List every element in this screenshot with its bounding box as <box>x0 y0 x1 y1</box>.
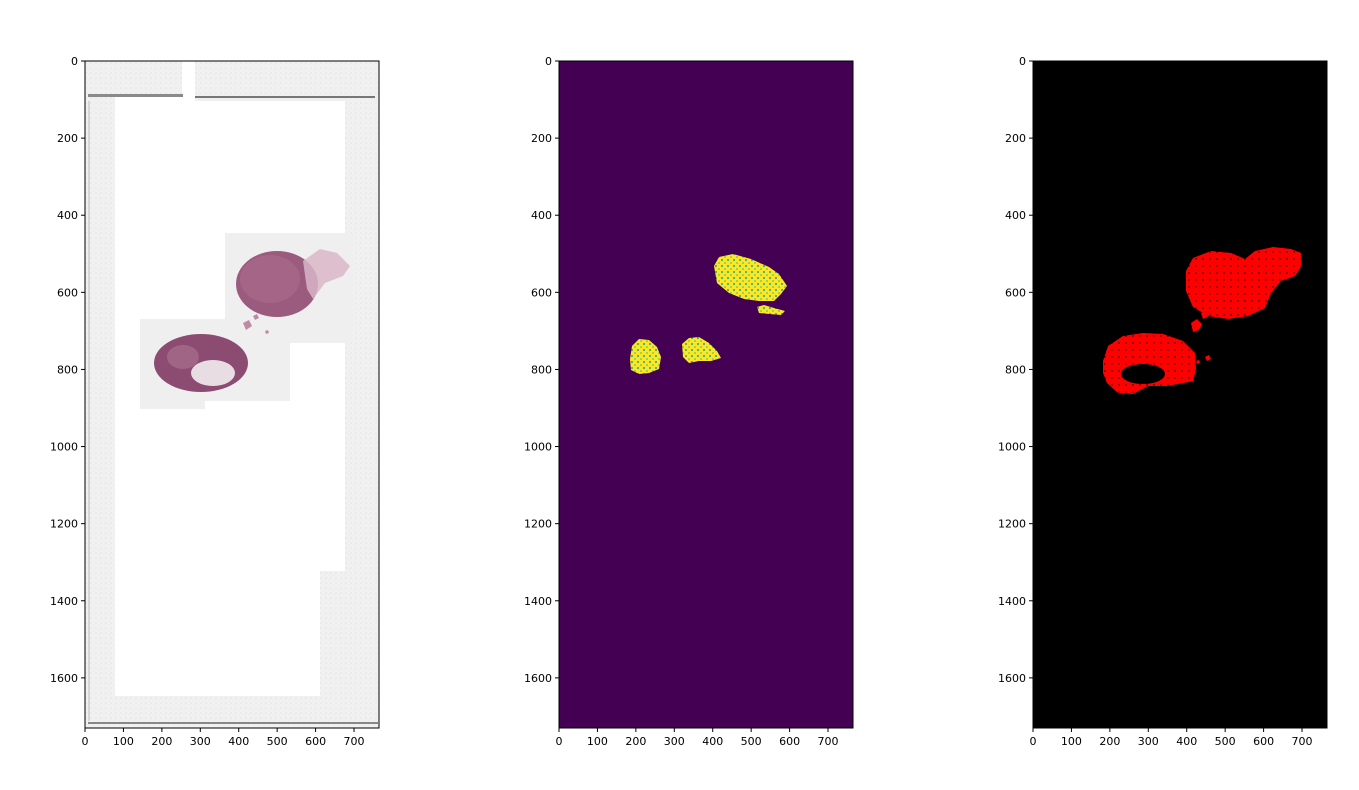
y-tick-label: 1000 <box>998 441 1026 454</box>
y-tick-label: 800 <box>531 363 552 376</box>
y-tick-label: 1400 <box>50 595 78 608</box>
tissue-fragments <box>243 314 269 334</box>
panel-frame <box>84 60 380 729</box>
mask-region-upper-tail <box>757 305 785 315</box>
x-tick-label: 600 <box>305 735 326 748</box>
x-tick-label: 0 <box>556 735 563 748</box>
panel-viridis-mask <box>558 60 854 729</box>
y-tick-label: 200 <box>1005 132 1026 145</box>
x-tick-label: 400 <box>1176 735 1197 748</box>
panel-histology <box>84 60 380 729</box>
x-tick-label: 200 <box>151 735 172 748</box>
y-tick-label: 1200 <box>998 518 1026 531</box>
x-tick-label: 300 <box>664 735 685 748</box>
x-tick-label: 100 <box>113 735 134 748</box>
slide-edge-top-right <box>195 96 375 98</box>
tissue-lower-pale <box>191 360 235 386</box>
y-tick-label: 1600 <box>50 672 78 685</box>
y-tick-label: 1400 <box>524 595 552 608</box>
mask-background <box>1033 61 1327 728</box>
y-tick-label: 1000 <box>524 441 552 454</box>
y-tick-label: 800 <box>1005 363 1026 376</box>
x-tick-label: 600 <box>1253 735 1274 748</box>
panel-red-mask <box>1032 60 1328 729</box>
y-tick-label: 400 <box>1005 209 1026 222</box>
y-tick-label: 200 <box>531 132 552 145</box>
x-tick-label: 200 <box>625 735 646 748</box>
panel-frame <box>1032 60 1328 729</box>
mask-lower-hole <box>1121 364 1165 384</box>
x-tick-label: 500 <box>741 735 762 748</box>
mask-region-left <box>630 339 661 374</box>
x-tick-label: 200 <box>1099 735 1120 748</box>
y-tick-label: 1200 <box>524 518 552 531</box>
y-tick-label: 400 <box>531 209 552 222</box>
y-tick-label: 0 <box>545 55 552 68</box>
y-tick-label: 600 <box>57 286 78 299</box>
tissue-fringe-upper <box>303 249 350 299</box>
x-tick-label: 500 <box>1215 735 1236 748</box>
x-tick-label: 0 <box>82 735 89 748</box>
y-tick-label: 1400 <box>998 595 1026 608</box>
y-tick-label: 1200 <box>50 518 78 531</box>
panel-frame <box>558 60 854 729</box>
x-tick-label: 500 <box>267 735 288 748</box>
mask-fragments <box>1191 312 1211 364</box>
y-tick-label: 200 <box>57 132 78 145</box>
y-tick-label: 1600 <box>998 672 1026 685</box>
slide-edge-bottom <box>88 722 378 724</box>
y-tick-label: 1600 <box>524 672 552 685</box>
slide-edge-top <box>88 94 183 97</box>
axis-ticks: 0 100 200 300 400 500 600 700020040060080010001… <box>50 55 1313 748</box>
y-tick-label: 400 <box>57 209 78 222</box>
x-tick-label: 0 <box>1030 735 1037 748</box>
x-tick-label: 100 <box>1061 735 1082 748</box>
mask-region-upper <box>714 254 787 301</box>
y-tick-label: 600 <box>1005 286 1026 299</box>
x-tick-label: 600 <box>779 735 800 748</box>
x-tick-label: 400 <box>702 735 723 748</box>
x-tick-label: 400 <box>228 735 249 748</box>
x-tick-label: 300 <box>190 735 211 748</box>
x-tick-label: 700 <box>818 735 839 748</box>
mask-background <box>559 61 853 728</box>
mask-region-upper <box>1186 247 1301 319</box>
x-tick-label: 100 <box>587 735 608 748</box>
slide-border-tiles <box>85 61 379 728</box>
y-tick-label: 600 <box>531 286 552 299</box>
mask-region-middle <box>682 337 721 363</box>
y-tick-label: 0 <box>1019 55 1026 68</box>
x-tick-label: 700 <box>1292 735 1313 748</box>
x-tick-label: 700 <box>344 735 365 748</box>
y-tick-label: 0 <box>71 55 78 68</box>
y-tick-label: 1000 <box>50 441 78 454</box>
tissue-section-upper-core <box>240 255 300 303</box>
x-tick-label: 300 <box>1138 735 1159 748</box>
y-tick-label: 800 <box>57 363 78 376</box>
tissue-lower-core <box>167 345 199 369</box>
